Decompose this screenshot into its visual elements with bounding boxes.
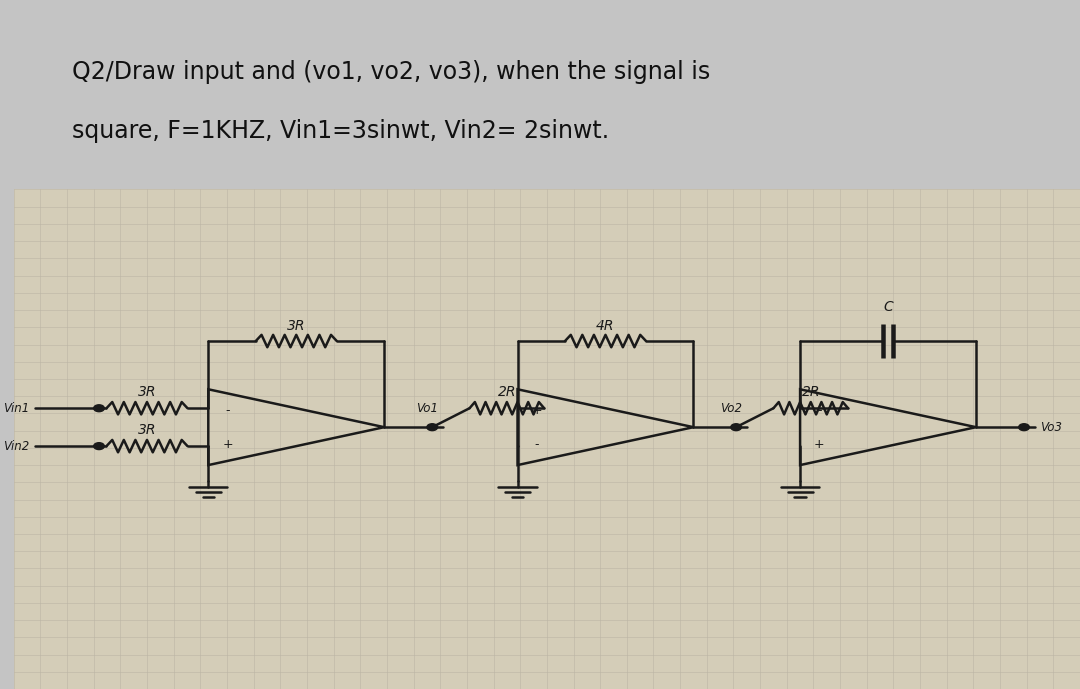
Text: Vin1: Vin1 [3, 402, 29, 415]
Text: +: + [222, 438, 233, 451]
Text: Vo2: Vo2 [719, 402, 742, 415]
Text: Vo1: Vo1 [416, 402, 437, 415]
Text: 2R: 2R [498, 385, 516, 400]
Text: Vo3: Vo3 [1040, 421, 1062, 433]
Text: +: + [814, 438, 825, 451]
Text: 3R: 3R [138, 385, 157, 400]
Text: 2R: 2R [801, 385, 820, 400]
Circle shape [427, 424, 437, 431]
Circle shape [1018, 424, 1029, 431]
Circle shape [94, 443, 105, 450]
Text: 3R: 3R [287, 319, 306, 333]
Text: -: - [818, 404, 822, 417]
Circle shape [731, 424, 742, 431]
FancyBboxPatch shape [14, 189, 1080, 689]
Text: -: - [535, 438, 539, 451]
Text: +: + [531, 404, 542, 417]
Circle shape [94, 405, 105, 412]
Text: 4R: 4R [596, 319, 615, 333]
Text: -: - [226, 404, 230, 417]
Text: C: C [883, 300, 893, 314]
Text: Vin2: Vin2 [3, 440, 29, 453]
Text: square, F=1KHZ, Vin1=3sinwt, Vin2= 2sinwt.: square, F=1KHZ, Vin1=3sinwt, Vin2= 2sinw… [72, 119, 609, 143]
Text: 3R: 3R [138, 423, 157, 438]
Text: Q2/Draw input and (vo1, vo2, vo3), when the signal is: Q2/Draw input and (vo1, vo2, vo3), when … [72, 61, 711, 84]
